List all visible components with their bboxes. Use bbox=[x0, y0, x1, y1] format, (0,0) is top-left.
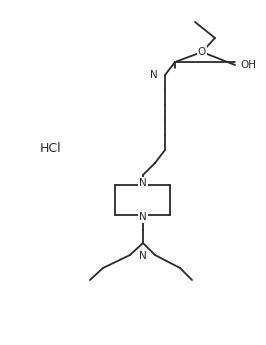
Text: OH: OH bbox=[240, 60, 256, 70]
Text: N: N bbox=[139, 178, 147, 188]
Text: N: N bbox=[139, 212, 147, 222]
Text: HCl: HCl bbox=[40, 141, 62, 155]
Text: N: N bbox=[139, 251, 147, 261]
Text: N: N bbox=[150, 70, 158, 80]
Text: O: O bbox=[198, 47, 206, 57]
